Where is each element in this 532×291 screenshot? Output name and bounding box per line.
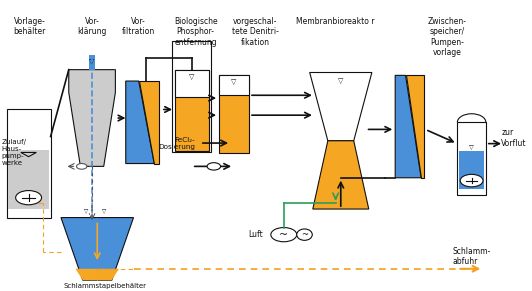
FancyBboxPatch shape: [6, 109, 51, 218]
Text: Vor-
klärung: Vor- klärung: [77, 17, 107, 36]
Polygon shape: [61, 218, 134, 280]
Text: ▽: ▽: [89, 59, 95, 65]
Polygon shape: [139, 81, 160, 164]
Text: ▽: ▽: [189, 74, 195, 80]
Text: FeCl₂-
Dosierung: FeCl₂- Dosierung: [158, 136, 195, 150]
Circle shape: [271, 228, 297, 242]
Circle shape: [15, 191, 41, 205]
Polygon shape: [126, 81, 154, 164]
FancyBboxPatch shape: [459, 151, 484, 189]
Text: Zulauf/
Haus-
pump-
werke: Zulauf/ Haus- pump- werke: [2, 139, 27, 166]
Text: ▽: ▽: [338, 78, 344, 84]
FancyBboxPatch shape: [458, 122, 486, 195]
Ellipse shape: [297, 229, 312, 240]
Text: vorgeschal-
tete Denitri-
fikation: vorgeschal- tete Denitri- fikation: [232, 17, 279, 47]
Text: Zwischen-
speicher/
Pumpen-
vorlage: Zwischen- speicher/ Pumpen- vorlage: [428, 17, 467, 57]
Text: ▽: ▽: [231, 79, 237, 85]
FancyBboxPatch shape: [219, 75, 249, 153]
Text: ▽: ▽: [102, 209, 106, 214]
Text: ▽: ▽: [84, 209, 88, 214]
Circle shape: [460, 174, 483, 187]
Text: ~: ~: [279, 230, 288, 240]
FancyBboxPatch shape: [219, 75, 249, 95]
Text: zur
Vorflut: zur Vorflut: [501, 128, 527, 148]
Polygon shape: [405, 75, 423, 178]
Polygon shape: [310, 72, 372, 141]
FancyBboxPatch shape: [175, 70, 209, 151]
Text: Luft: Luft: [248, 230, 263, 239]
Text: Vor-
filtration: Vor- filtration: [122, 17, 155, 36]
Text: Schlammstapelbehälter: Schlammstapelbehälter: [63, 283, 147, 289]
Text: Biologische
Phosphor-
entfernung: Biologische Phosphor- entfernung: [174, 17, 218, 47]
Text: ~: ~: [301, 230, 308, 239]
FancyBboxPatch shape: [89, 56, 95, 70]
Polygon shape: [395, 75, 421, 178]
Text: Vorlage-
behälter: Vorlage- behälter: [14, 17, 46, 36]
Text: Membranbioreakto r: Membranbioreakto r: [296, 17, 375, 26]
Text: ▽: ▽: [469, 146, 474, 150]
Polygon shape: [313, 141, 369, 209]
Text: Schlamm-
abfuhr: Schlamm- abfuhr: [452, 246, 491, 266]
Polygon shape: [76, 269, 119, 280]
Circle shape: [207, 163, 221, 170]
FancyBboxPatch shape: [175, 70, 209, 97]
Circle shape: [77, 164, 87, 169]
FancyBboxPatch shape: [8, 150, 49, 209]
Polygon shape: [69, 70, 115, 166]
